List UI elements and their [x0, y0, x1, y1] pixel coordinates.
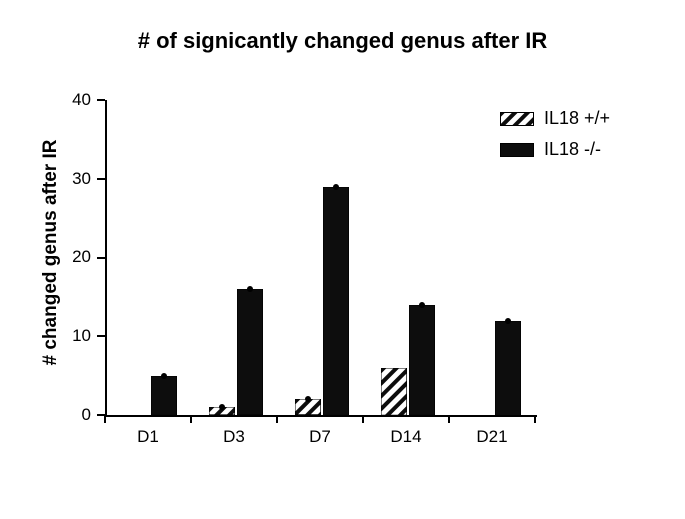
- xtick-label: D1: [137, 427, 159, 447]
- xtick-mark: [276, 415, 278, 423]
- ytick-mark: [97, 178, 105, 180]
- xtick-label: D14: [390, 427, 421, 447]
- legend-item: IL18 +/+: [500, 108, 610, 129]
- legend-label: IL18 +/+: [544, 108, 610, 129]
- xtick-mark: [534, 415, 536, 423]
- plot-area: [105, 100, 537, 417]
- data-point-marker: [333, 184, 339, 190]
- xtick-label: D7: [309, 427, 331, 447]
- chart-title: # of signicantly changed genus after IR: [0, 28, 685, 54]
- data-point-marker: [247, 286, 253, 292]
- ytick-mark: [97, 99, 105, 101]
- legend-label: IL18 -/-: [544, 139, 601, 160]
- xtick-mark: [448, 415, 450, 423]
- bar: [323, 187, 349, 415]
- bar: [151, 376, 177, 415]
- bar: [495, 321, 521, 416]
- xtick-mark: [190, 415, 192, 423]
- legend-swatch: [500, 112, 534, 126]
- ytick-label: 40: [57, 90, 91, 110]
- legend-swatch: [500, 143, 534, 157]
- xtick-label: D3: [223, 427, 245, 447]
- xtick-mark: [104, 415, 106, 423]
- data-point-marker: [505, 318, 511, 324]
- legend: IL18 +/+ IL18 -/-: [500, 108, 610, 170]
- bar: [381, 368, 407, 415]
- ytick-label: 10: [57, 326, 91, 346]
- legend-item: IL18 -/-: [500, 139, 610, 160]
- data-point-marker: [305, 396, 311, 402]
- ytick-label: 0: [57, 405, 91, 425]
- bar: [237, 289, 263, 415]
- data-point-marker: [219, 404, 225, 410]
- ytick-mark: [97, 335, 105, 337]
- bar: [409, 305, 435, 415]
- data-point-marker: [161, 373, 167, 379]
- xtick-label: D21: [476, 427, 507, 447]
- chart-container: # of signicantly changed genus after IR …: [0, 0, 685, 519]
- data-point-marker: [419, 302, 425, 308]
- ytick-label: 30: [57, 169, 91, 189]
- ytick-mark: [97, 257, 105, 259]
- xtick-mark: [362, 415, 364, 423]
- ytick-label: 20: [57, 247, 91, 267]
